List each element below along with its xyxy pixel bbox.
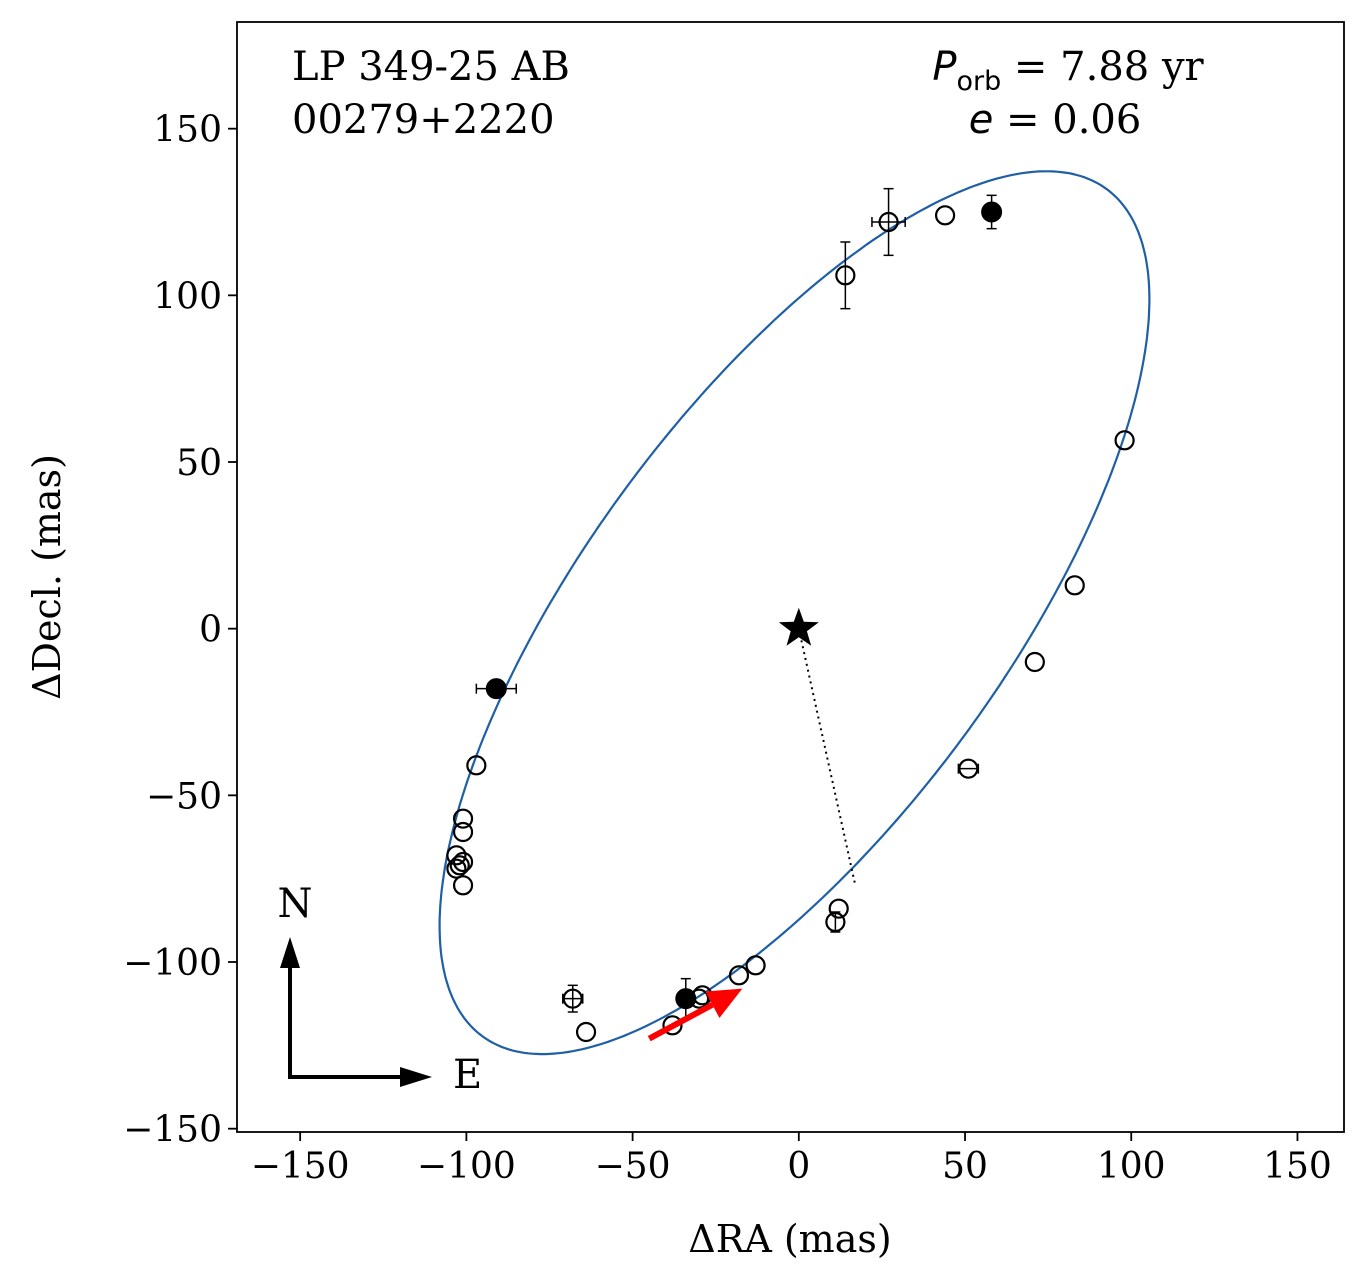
- x-tick-label: −150: [251, 1146, 350, 1187]
- compass-east-label: E: [453, 1052, 482, 1098]
- system-name: LP 349-25 AB: [292, 44, 570, 90]
- orbit-layer: [438, 170, 1151, 1056]
- open-point: [575, 1021, 597, 1043]
- period-value: = 7.88 yr: [1001, 44, 1204, 90]
- compass-east-arrow-head: [400, 1067, 432, 1087]
- compass-north-label: N: [278, 881, 313, 927]
- points-layer: [446, 187, 1135, 1043]
- ticks-layer: −150 −100 −50 0 50 100 150 −150 −100 −50 0 50 100 150: [123, 110, 1332, 1187]
- y-tick-label: −150: [123, 1110, 222, 1151]
- open-point: [452, 808, 474, 829]
- motion-arrow-shaft: [647, 1002, 714, 1042]
- open-point: [449, 855, 470, 876]
- open-point: [828, 898, 849, 919]
- period-annotation: Porb = 7.88 yr: [932, 44, 1204, 97]
- motion-arrow-head: [705, 988, 743, 1018]
- open-point: [934, 205, 956, 226]
- x-tick-label: 150: [1263, 1146, 1332, 1187]
- filled-point: [981, 201, 1003, 223]
- y-tick-label: 100: [153, 276, 222, 317]
- period-subscript: orb: [956, 66, 1001, 97]
- open-point: [878, 211, 899, 233]
- system-id: 00279+2220: [292, 97, 555, 143]
- open-point: [662, 1015, 683, 1036]
- open-point: [452, 821, 474, 843]
- compass: N E: [278, 881, 483, 1098]
- y-tick-label: 0: [199, 610, 222, 651]
- y-tick-label: −50: [146, 776, 222, 817]
- compass-north-arrow-head: [280, 937, 300, 968]
- plot-frame: [236, 21, 1345, 1133]
- x-tick-label: 0: [787, 1146, 810, 1187]
- eccentricity-annotation: e = 0.06: [969, 97, 1142, 143]
- open-point: [958, 758, 979, 779]
- orbit-ellipse: [438, 170, 1151, 1056]
- y-tick-label: 150: [153, 110, 222, 151]
- y-tick-label: 50: [176, 443, 222, 484]
- open-point: [452, 875, 474, 896]
- y-axis-label: ΔDecl. (mas): [25, 454, 69, 700]
- open-point: [835, 265, 856, 286]
- x-tick-label: 50: [942, 1146, 988, 1187]
- open-point: [1024, 651, 1045, 673]
- periastron-line: [797, 628, 857, 886]
- ecc-symbol: e: [969, 97, 994, 143]
- x-axis-label: ΔRA (mas): [688, 1217, 891, 1261]
- filled-point: [485, 678, 507, 700]
- open-point: [728, 965, 750, 986]
- filled-point: [675, 988, 697, 1010]
- primary-star: [778, 607, 819, 646]
- open-point: [745, 955, 766, 976]
- x-tick-label: 100: [1097, 1146, 1166, 1187]
- open-point: [446, 858, 467, 879]
- open-point: [825, 911, 846, 933]
- open-point: [1064, 575, 1085, 596]
- x-tick-label: −100: [417, 1146, 516, 1187]
- period-symbol: P: [932, 44, 957, 90]
- open-point: [452, 851, 474, 873]
- y-tick-label: −100: [123, 943, 222, 984]
- ecc-value: = 0.06: [993, 97, 1141, 143]
- open-point: [562, 988, 583, 1009]
- open-point: [1114, 430, 1135, 451]
- open-point: [446, 845, 467, 866]
- open-point: [466, 755, 487, 776]
- x-tick-label: −50: [595, 1146, 671, 1187]
